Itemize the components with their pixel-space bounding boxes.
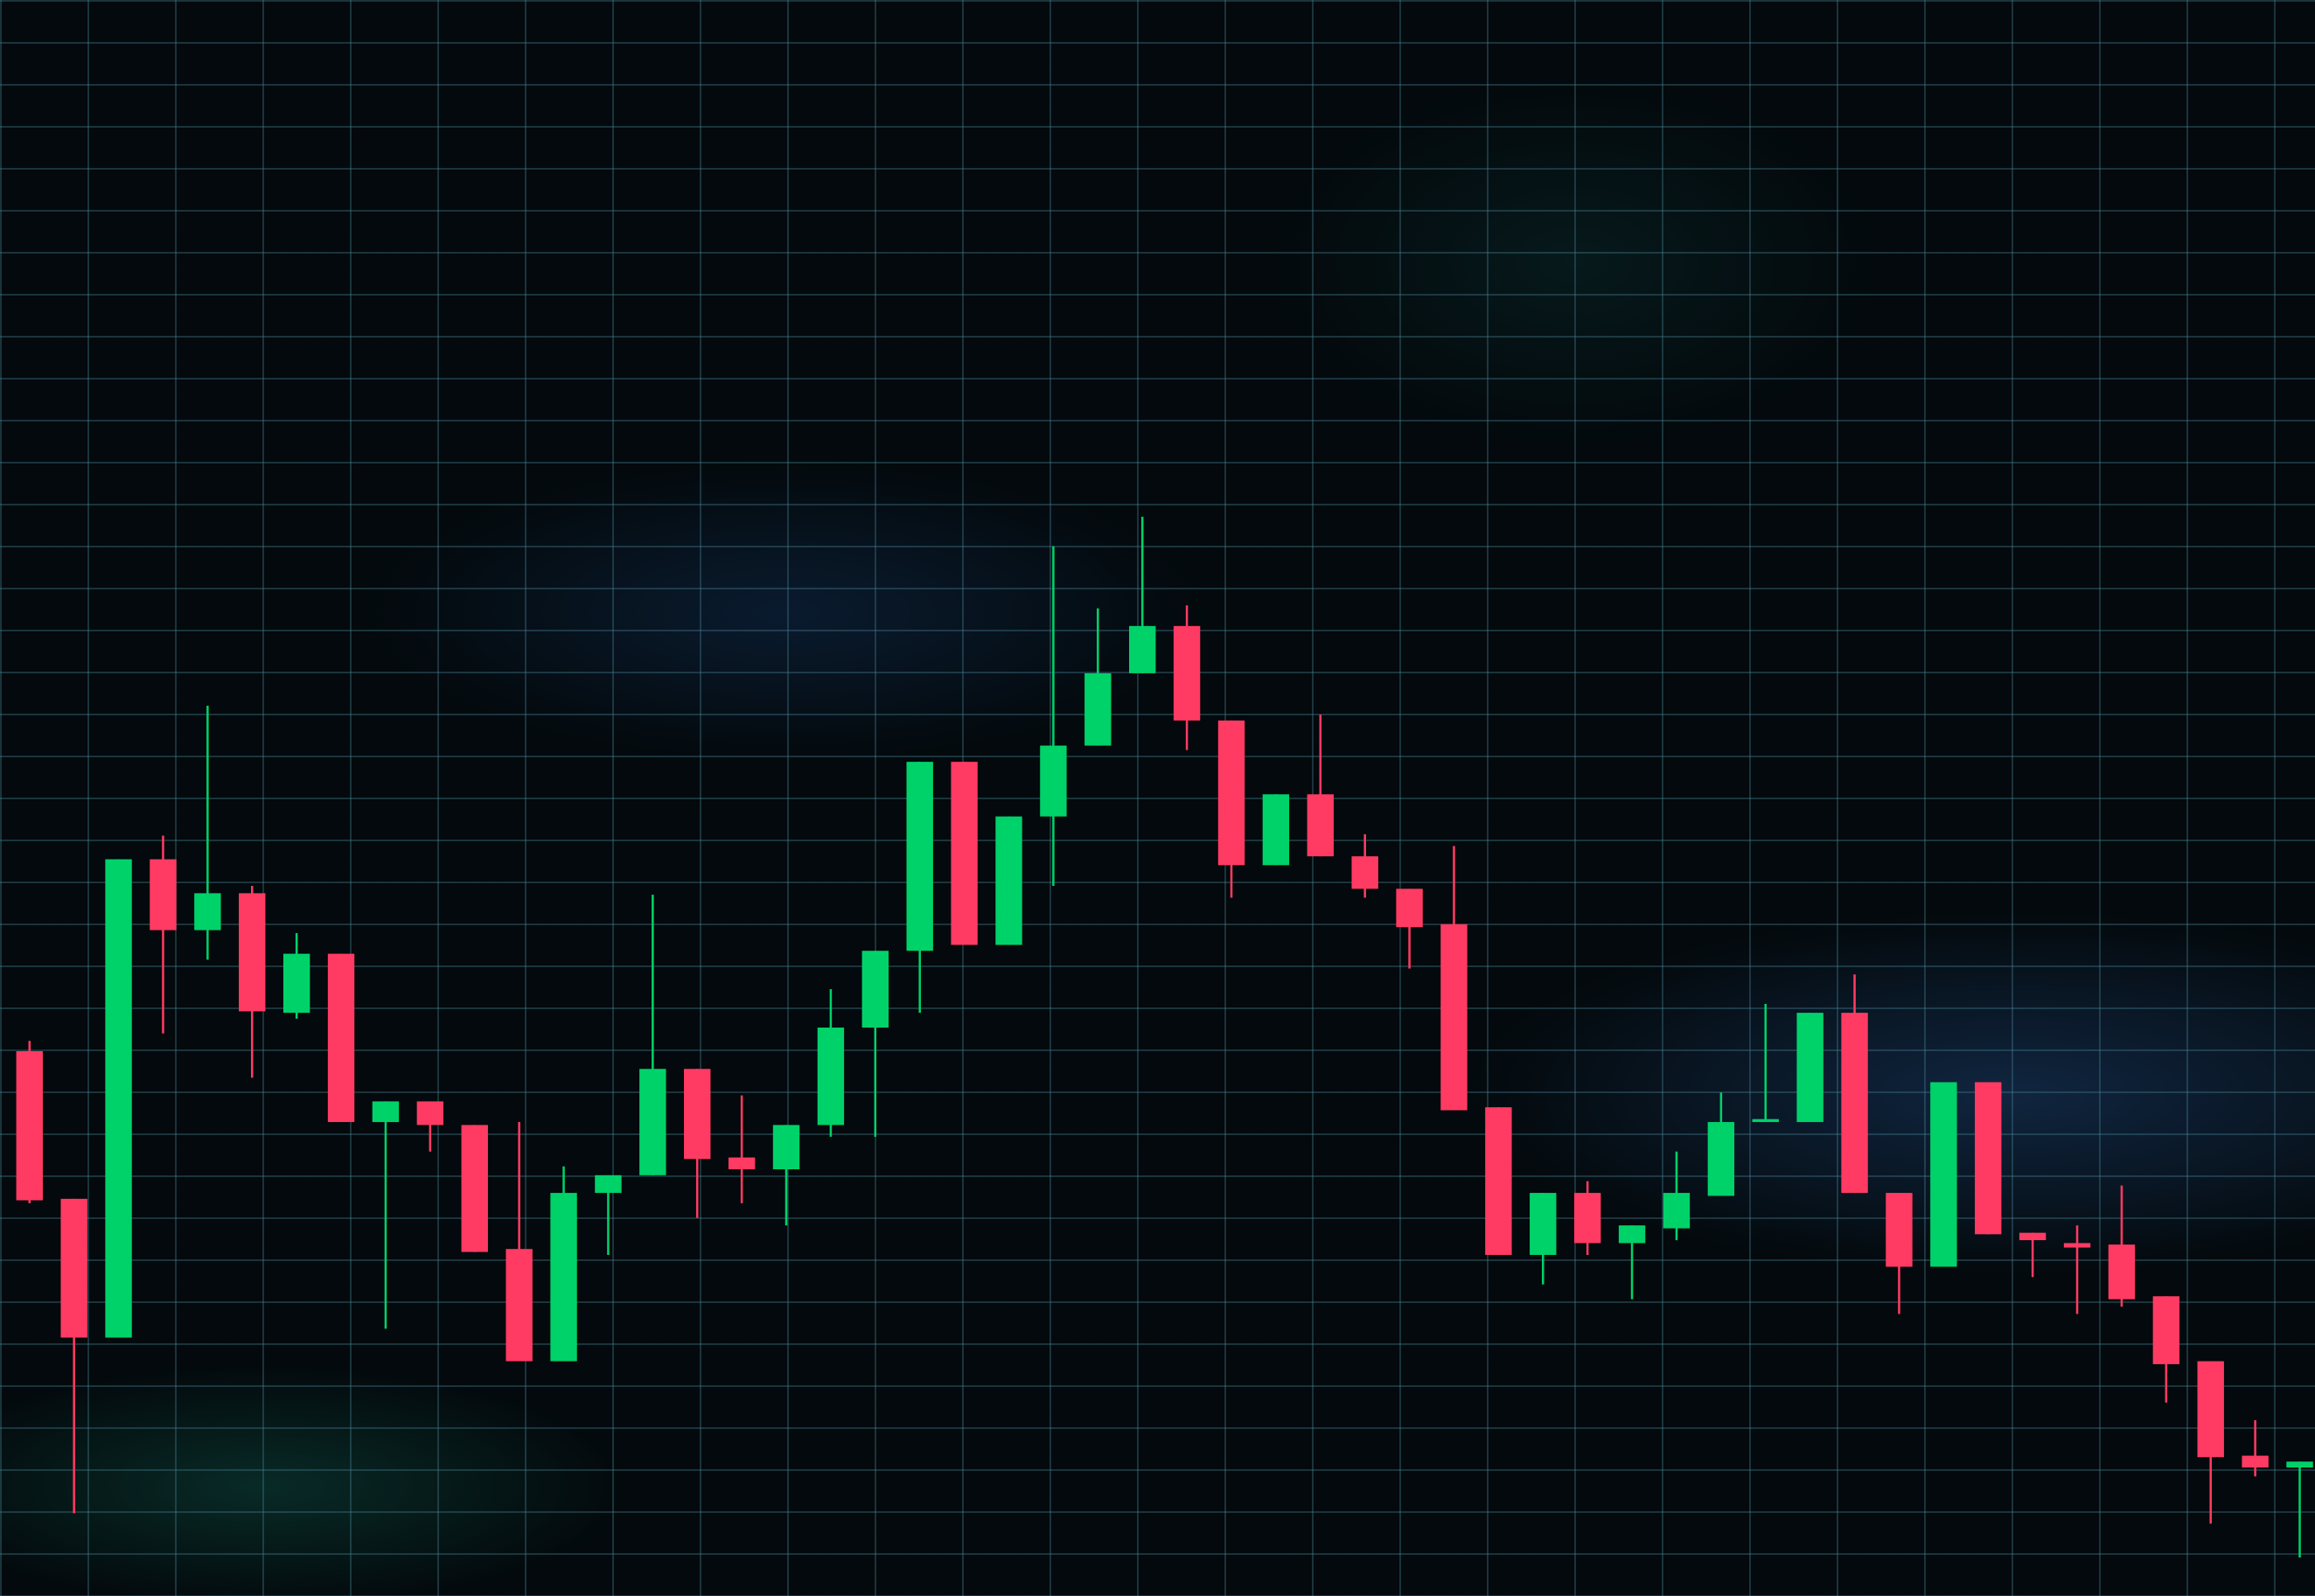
- candle-body: [772, 1125, 800, 1170]
- candle-body: [728, 1157, 756, 1170]
- candle-body: [1573, 1193, 1601, 1244]
- candle-body: [239, 893, 266, 1012]
- candle-body: [1752, 1119, 1779, 1123]
- candle-body: [1040, 745, 1067, 817]
- candle-body: [995, 816, 1022, 945]
- candle-body: [639, 1069, 666, 1175]
- candle-body: [1707, 1122, 1735, 1196]
- candle-body: [861, 951, 889, 1028]
- candle-body: [1396, 889, 1423, 928]
- candle-body: [1530, 1193, 1557, 1255]
- candle-body: [1173, 625, 1201, 721]
- candle-body: [60, 1198, 87, 1338]
- candle-body: [2197, 1361, 2224, 1458]
- candle-body: [1217, 720, 1245, 866]
- candle-body: [506, 1249, 533, 1362]
- candle-body: [327, 953, 355, 1123]
- candle-body: [2108, 1244, 2136, 1300]
- candle-body: [1975, 1082, 2002, 1235]
- candle-body: [194, 893, 221, 930]
- candle-body: [1084, 673, 1112, 746]
- candle-body: [1886, 1193, 1913, 1267]
- candle-body: [16, 1051, 43, 1201]
- candle-body: [1440, 923, 1468, 1111]
- candle-body: [1663, 1193, 1691, 1229]
- candle-body: [595, 1174, 622, 1194]
- candle-body: [1262, 794, 1290, 866]
- candle-body: [461, 1125, 488, 1252]
- candle-body: [150, 859, 177, 930]
- candle-body: [2242, 1455, 2269, 1468]
- candle-body: [2063, 1243, 2091, 1248]
- candle-body: [550, 1193, 577, 1362]
- candle-body: [1485, 1107, 1512, 1255]
- candle-body: [416, 1101, 444, 1126]
- candle-body: [951, 762, 978, 945]
- candle-body: [1930, 1082, 1957, 1267]
- candle-body: [817, 1028, 845, 1126]
- candle-body: [2286, 1461, 2313, 1468]
- candle-body: [282, 953, 310, 1014]
- candle-body: [1841, 1013, 1868, 1194]
- candle-body: [1796, 1013, 1823, 1123]
- candle-body: [1351, 856, 1378, 889]
- candle-body: [2152, 1296, 2180, 1364]
- candle-body: [372, 1101, 400, 1123]
- candle-body: [1618, 1225, 1646, 1244]
- candle-body: [105, 859, 132, 1338]
- candle-body: [1129, 625, 1156, 673]
- candle-body: [2019, 1232, 2047, 1241]
- candle-body: [1307, 794, 1334, 857]
- candle-body: [906, 762, 933, 951]
- candle-body: [684, 1069, 711, 1160]
